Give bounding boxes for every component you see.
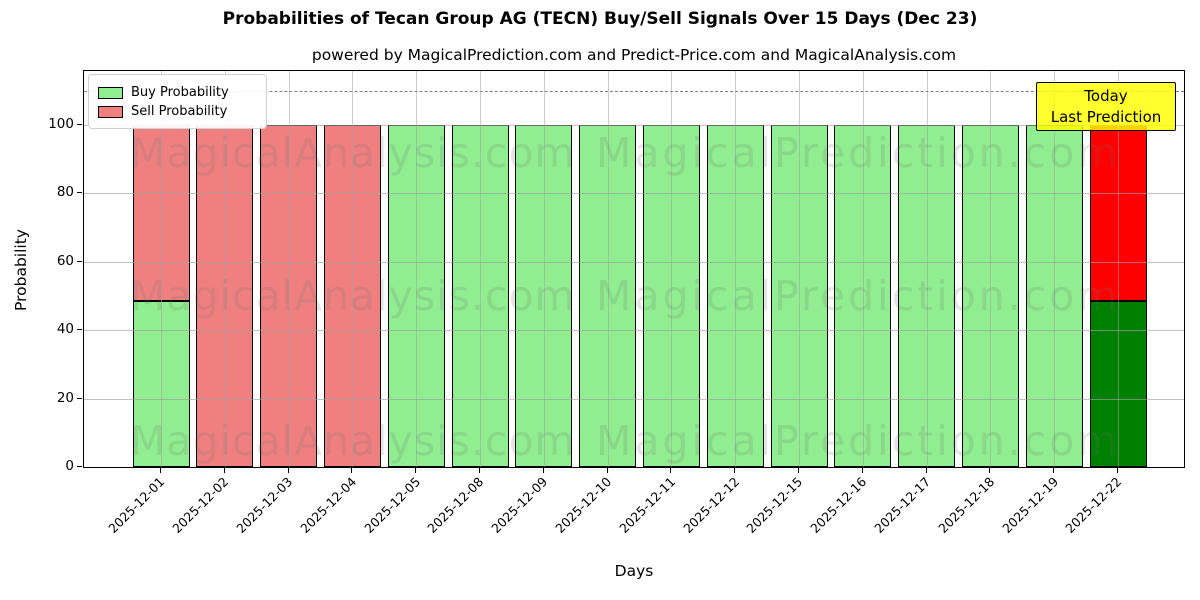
v-gridline (735, 71, 737, 467)
watermark-left: MagicalAnalysis.com (130, 129, 576, 177)
v-gridline (161, 71, 162, 467)
h-gridline (84, 261, 1184, 263)
today-annotation-line2: Last Prediction (1050, 107, 1162, 126)
v-gridline (480, 71, 481, 467)
x-tick-mark (861, 468, 863, 473)
y-tick-label: 20 (56, 389, 74, 406)
y-tick-label: 100 (48, 115, 74, 132)
x-tick-mark (160, 468, 161, 473)
x-tick-mark (606, 468, 608, 473)
v-gridline (543, 71, 545, 467)
watermark-right: MagicalPrediction.com (596, 417, 1121, 465)
x-tick-mark (989, 468, 991, 473)
x-tick-label: 2025-12-01 (105, 474, 168, 536)
plot-area: MagicalAnalysis.com MagicalPrediction.com… (83, 70, 1185, 468)
y-tick-label: 80 (56, 184, 74, 201)
v-gridline (990, 71, 992, 467)
x-axis-label: Days (614, 562, 654, 580)
x-tick-mark (670, 468, 672, 473)
v-gridline (799, 71, 800, 467)
dashed-threshold-line (84, 90, 1184, 92)
sell-swatch-icon (98, 105, 123, 118)
v-gridline (288, 71, 290, 467)
h-gridline (84, 193, 1184, 195)
x-tick-mark (1117, 468, 1118, 473)
y-tick-mark (77, 329, 82, 331)
x-tick-mark (734, 468, 736, 473)
x-tick-mark (925, 468, 927, 473)
legend-item-buy: Buy Probability (98, 83, 256, 102)
chart-title: Probabilities of Tecan Group AG (TECN) B… (222, 9, 978, 29)
x-tick-mark (351, 468, 353, 473)
x-tick-label: 2025-12-03 (233, 474, 296, 536)
x-tick-label: 2025-12-22 (1062, 474, 1125, 536)
watermark-right: MagicalPrediction.com (596, 129, 1121, 177)
x-tick-label: 2025-12-09 (488, 474, 551, 536)
y-axis-label: Probability (12, 229, 30, 311)
x-tick-label: 2025-12-05 (360, 474, 423, 536)
legend-label-buy: Buy Probability (131, 85, 229, 100)
today-annotation-line1: Today (1084, 86, 1128, 105)
v-gridline (416, 71, 418, 467)
v-gridline (224, 71, 226, 467)
x-tick-label: 2025-12-12 (679, 474, 742, 536)
x-tick-label: 2025-12-02 (169, 474, 232, 536)
v-gridline (352, 71, 354, 467)
chart-subtitle: powered by MagicalPrediction.com and Pre… (311, 46, 957, 64)
x-tick-label: 2025-12-15 (743, 474, 806, 536)
x-tick-mark (223, 468, 225, 473)
y-tick-label: 60 (56, 252, 74, 269)
v-gridline (1118, 71, 1119, 467)
legend-label-sell: Sell Probability (131, 104, 228, 119)
x-tick-label: 2025-12-10 (552, 474, 615, 536)
buy-swatch-icon (98, 86, 123, 99)
x-tick-label: 2025-12-19 (998, 474, 1061, 536)
h-gridline (84, 124, 1184, 126)
v-gridline (607, 71, 609, 467)
y-tick-mark (77, 192, 82, 194)
legend: Buy Probability Sell Probability (88, 74, 267, 129)
x-tick-label: 2025-12-16 (807, 474, 870, 536)
x-tick-mark (287, 468, 289, 473)
today-annotation: Today Last Prediction (1036, 82, 1176, 131)
h-gridline (84, 398, 1184, 400)
y-tick-label: 40 (56, 321, 74, 338)
x-tick-mark (1053, 468, 1055, 473)
y-tick-label: 0 (65, 458, 74, 474)
v-gridline (862, 71, 864, 467)
legend-item-sell: Sell Probability (98, 102, 256, 121)
x-tick-label: 2025-12-11 (616, 474, 678, 536)
watermark-right: MagicalPrediction.com (596, 272, 1121, 320)
y-tick-mark (77, 397, 82, 399)
v-gridline (1054, 71, 1056, 467)
y-tick-mark (77, 123, 82, 125)
y-tick-mark (77, 260, 82, 262)
watermark-left: MagicalAnalysis.com (130, 417, 576, 465)
x-tick-mark (798, 468, 799, 473)
x-tick-label: 2025-12-17 (871, 474, 934, 536)
x-tick-mark (415, 468, 417, 473)
h-gridline (84, 330, 1184, 332)
x-tick-label: 2025-12-08 (424, 474, 487, 536)
x-tick-mark (542, 468, 544, 473)
x-tick-mark (479, 468, 480, 473)
y-tick-mark (77, 466, 82, 467)
x-tick-label: 2025-12-04 (297, 474, 359, 536)
x-tick-label: 2025-12-18 (935, 474, 997, 536)
v-gridline (671, 71, 673, 467)
watermark-left: MagicalAnalysis.com (130, 272, 576, 320)
v-gridline (926, 71, 928, 467)
